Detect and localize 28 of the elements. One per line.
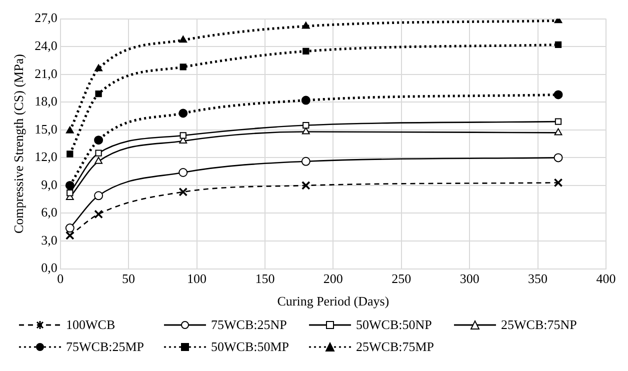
x-tick-label: 250 xyxy=(392,271,412,286)
y-tick-label: 3,0 xyxy=(41,232,58,248)
y-tick-label: 15,0 xyxy=(34,121,58,136)
y-tick-label: 6,0 xyxy=(41,204,58,220)
legend-label: 75WCB:25MP xyxy=(66,339,144,355)
legend-label: 25WCB:75NP xyxy=(501,317,577,333)
y-tick-label: 21,0 xyxy=(34,66,58,81)
x-tick-label: 200 xyxy=(323,271,343,286)
y-axis-title: Compressive Strength (CS) (MPa) xyxy=(11,54,26,234)
x-tick-label: 50 xyxy=(122,271,136,286)
x-tick-label: 400 xyxy=(596,271,616,286)
y-tick-label: 0,0 xyxy=(41,260,58,276)
y-tick-label: 27,0 xyxy=(34,10,58,26)
legend-label: 100WCB xyxy=(66,317,116,333)
legend-label: 75WCB:25NP xyxy=(211,317,287,333)
y-tick-label: 24,0 xyxy=(34,38,58,53)
x-axis-title: Curing Period (Days) xyxy=(277,294,390,309)
y-tick-label: 18,0 xyxy=(34,94,58,109)
y-tick-label: 9,0 xyxy=(41,176,58,192)
x-tick-label: 350 xyxy=(528,271,548,286)
legend-label: 25WCB:75MP xyxy=(356,339,434,355)
x-tick-label: 0 xyxy=(57,271,64,286)
y-tick-label: 12,0 xyxy=(34,149,58,164)
x-tick-label: 150 xyxy=(255,271,275,286)
x-tick-label: 300 xyxy=(460,271,480,286)
legend-label: 50WCB:50NP xyxy=(356,317,432,333)
legend-label: 50WCB:50MP xyxy=(211,339,290,355)
x-tick-label: 100 xyxy=(187,271,207,286)
